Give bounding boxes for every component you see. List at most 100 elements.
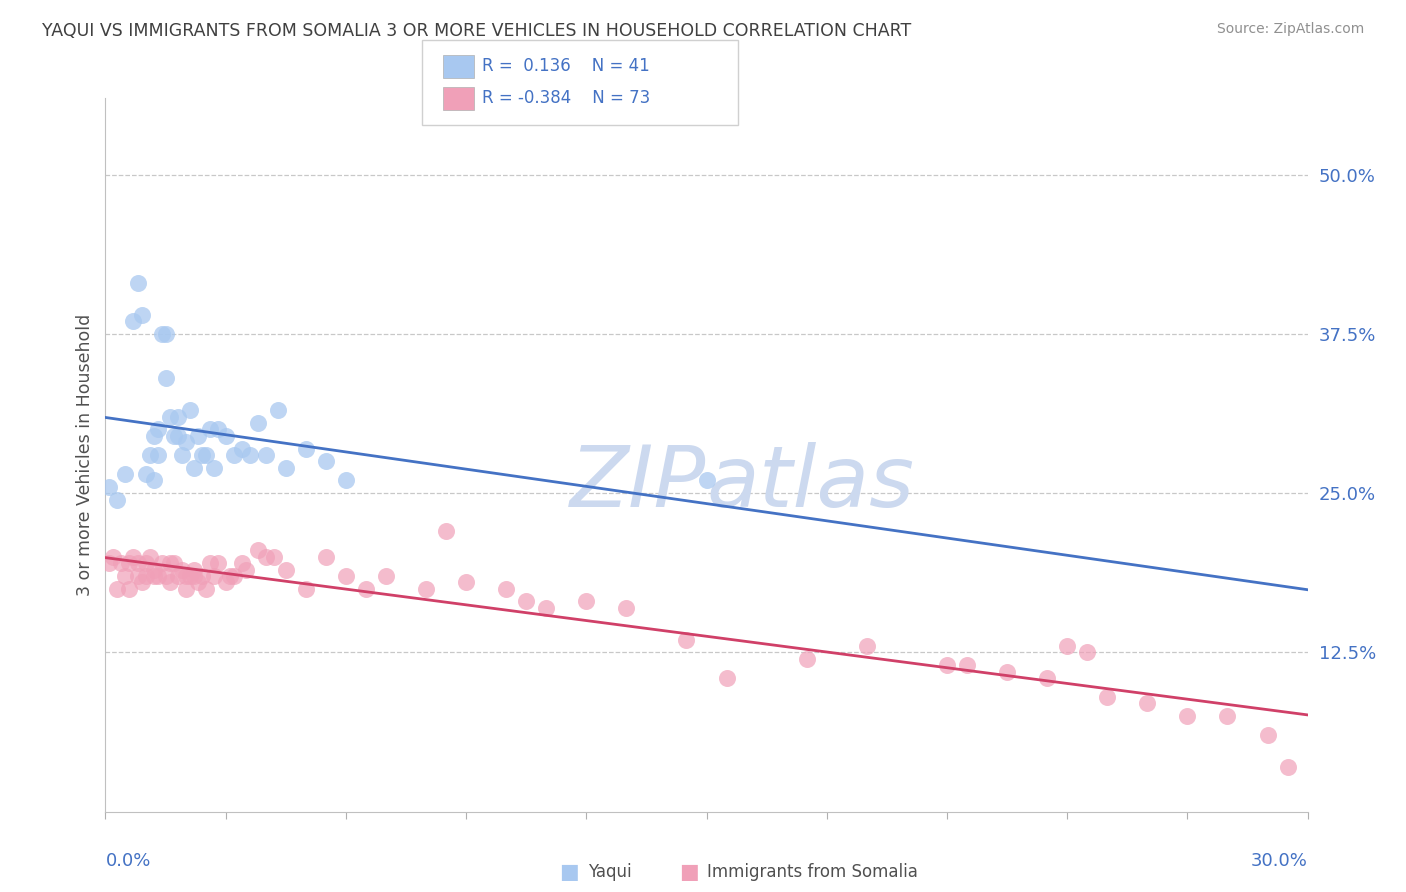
Point [263, 549, 285, 564]
Point [170, 563, 193, 577]
Text: ■: ■ [679, 863, 699, 882]
Text: Immigrants from Somalia: Immigrants from Somalia [707, 863, 918, 881]
Point [166, 409, 188, 424]
Point [207, 556, 229, 570]
Point [855, 639, 877, 653]
Point [936, 658, 959, 673]
Point [98, 480, 121, 494]
Point [114, 467, 136, 481]
Point [239, 448, 262, 462]
Text: Yaqui: Yaqui [588, 863, 631, 881]
Point [214, 429, 236, 443]
Point [114, 569, 136, 583]
Point [222, 448, 245, 462]
Point [166, 569, 188, 583]
Point [103, 549, 125, 564]
Point [495, 582, 517, 596]
Point [183, 460, 205, 475]
Point [174, 435, 197, 450]
Point [295, 442, 318, 456]
Point [1097, 690, 1119, 704]
Point [575, 594, 598, 608]
Point [716, 671, 738, 685]
Text: Source: ZipAtlas.com: Source: ZipAtlas.com [1216, 22, 1364, 37]
Point [131, 575, 153, 590]
Point [198, 422, 221, 436]
Point [1177, 709, 1199, 723]
Point [198, 556, 221, 570]
Text: ZIP: ZIP [571, 442, 707, 525]
Point [98, 556, 121, 570]
Point [246, 416, 269, 430]
Point [202, 460, 225, 475]
Point [534, 600, 557, 615]
Point [127, 276, 149, 290]
Point [194, 448, 217, 462]
Point [190, 448, 212, 462]
Point [110, 556, 132, 570]
Point [159, 409, 181, 424]
Point [159, 556, 181, 570]
Point [138, 549, 160, 564]
Point [170, 448, 193, 462]
Point [142, 429, 165, 443]
Y-axis label: 3 or more Vehicles in Household: 3 or more Vehicles in Household [76, 314, 94, 596]
Point [166, 429, 188, 443]
Point [122, 549, 145, 564]
Point [135, 467, 157, 481]
Point [146, 448, 169, 462]
Point [162, 556, 184, 570]
Point [335, 474, 357, 488]
Point [174, 582, 197, 596]
Point [155, 326, 177, 341]
Point [1277, 760, 1299, 774]
Point [142, 569, 165, 583]
Text: 0.0%: 0.0% [105, 853, 150, 871]
Point [1257, 728, 1279, 742]
Point [515, 594, 537, 608]
Point [135, 556, 157, 570]
Point [183, 563, 205, 577]
Point [207, 422, 229, 436]
Point [675, 632, 697, 647]
Point [354, 582, 377, 596]
Point [142, 474, 165, 488]
Point [616, 600, 638, 615]
Point [1216, 709, 1239, 723]
Point [159, 575, 181, 590]
Point [127, 556, 149, 570]
Point [254, 448, 277, 462]
Point [235, 563, 257, 577]
Point [179, 403, 201, 417]
Point [222, 569, 245, 583]
Point [138, 448, 160, 462]
Text: R = -0.384    N = 73: R = -0.384 N = 73 [482, 89, 651, 107]
Point [187, 575, 209, 590]
Point [231, 442, 253, 456]
Point [150, 326, 173, 341]
Point [274, 563, 297, 577]
Point [194, 582, 217, 596]
Point [107, 582, 129, 596]
Point [796, 652, 818, 666]
Point [267, 403, 290, 417]
Point [187, 429, 209, 443]
Point [202, 569, 225, 583]
Point [190, 569, 212, 583]
Point [1136, 697, 1159, 711]
Point [315, 549, 337, 564]
Point [995, 665, 1018, 679]
Point [127, 569, 149, 583]
Point [315, 454, 337, 468]
Point [1076, 645, 1098, 659]
Point [155, 569, 177, 583]
Point [218, 569, 240, 583]
Point [254, 549, 277, 564]
Point [246, 543, 269, 558]
Point [214, 575, 236, 590]
Point [1036, 671, 1059, 685]
Point [335, 569, 357, 583]
Point [183, 569, 205, 583]
Point [146, 422, 169, 436]
Point [956, 658, 979, 673]
